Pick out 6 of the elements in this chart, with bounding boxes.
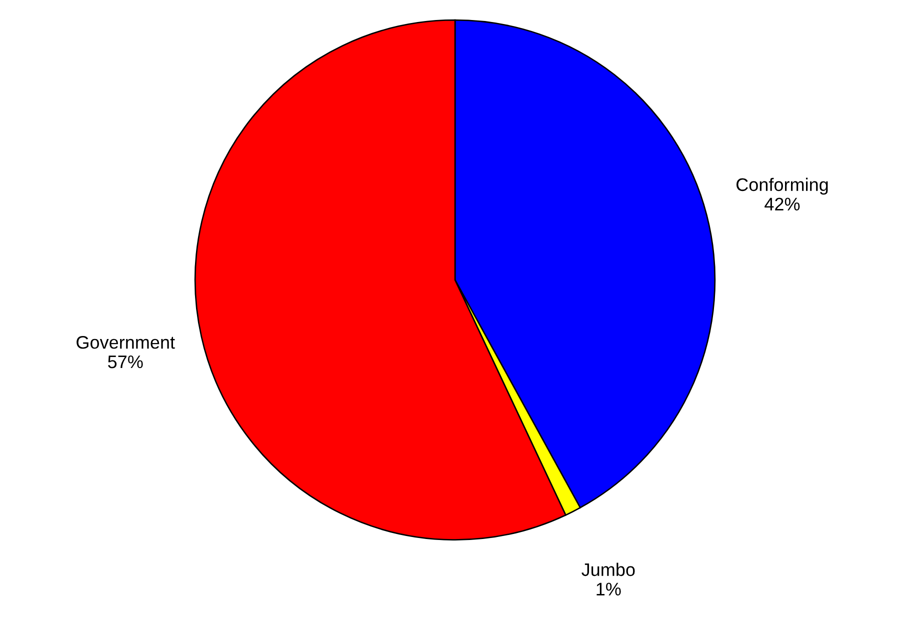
data-label: 42%	[764, 198, 800, 210]
slice-label: Government	[76, 336, 175, 349]
data-label: 57%	[108, 356, 143, 368]
data-label: 1%	[596, 582, 621, 596]
slice-label: Jumbo	[582, 562, 635, 576]
slice-label: Conforming	[736, 178, 828, 195]
